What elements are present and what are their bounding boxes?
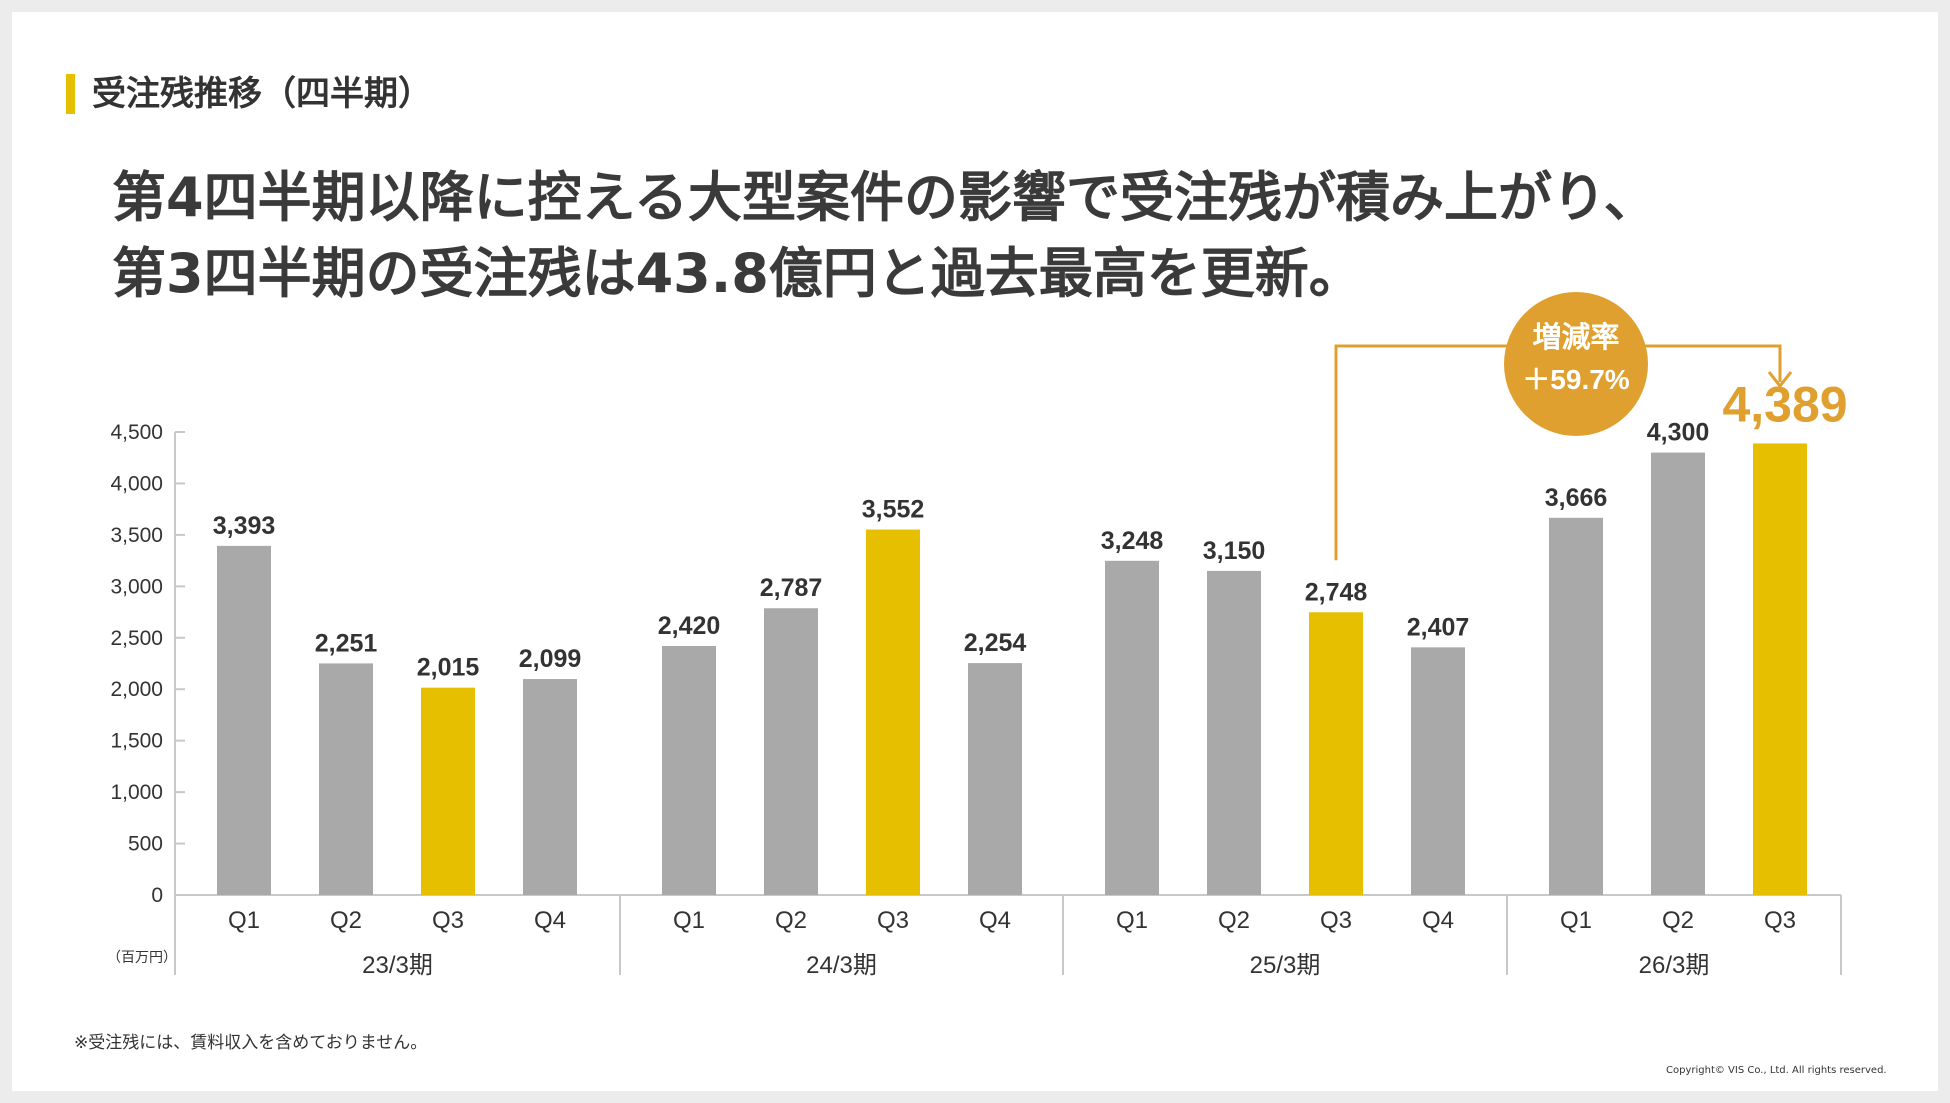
headline: 第4四半期以降に控える大型案件の影響で受注残が積み上がり、 第3四半期の受注残は… <box>112 160 1658 312</box>
bar-26/3期-Q3 <box>1753 443 1807 895</box>
x-tick-label: Q3 <box>432 907 464 934</box>
data-label: 2,420 <box>658 612 721 640</box>
bar-24/3期-Q1 <box>662 646 716 895</box>
unit-label: （百万円） <box>107 949 177 965</box>
growth-rate-title: 増減率 <box>1532 320 1619 354</box>
data-label: 2,748 <box>1305 578 1368 606</box>
growth-rate-value: ＋59.7% <box>1522 364 1629 395</box>
section-accent-bar <box>66 74 75 114</box>
slide: 受注残推移（四半期） 第4四半期以降に控える大型案件の影響で受注残が積み上がり、… <box>12 12 1938 1091</box>
x-tick-label: Q2 <box>775 907 807 934</box>
copyright: Copyright© VIS Co., Ltd. All rights rese… <box>1666 1065 1887 1076</box>
order-backlog-chart: 0 500 1,000 1,500 2,000 2,500 3,000 3,500 4,000 4… <box>107 292 1848 979</box>
section-title: 受注残推移（四半期） <box>92 74 432 114</box>
data-label: 3,666 <box>1545 484 1608 512</box>
data-label: 3,248 <box>1101 527 1164 555</box>
group-label: 26/3期 <box>1639 952 1710 979</box>
y-tick-label: 4,000 <box>110 472 163 495</box>
x-tick-label: Q2 <box>1662 907 1694 934</box>
bar-26/3期-Q2 <box>1651 452 1705 895</box>
group-label: 24/3期 <box>806 952 877 979</box>
x-tick-label: Q1 <box>1116 907 1148 934</box>
data-label: 3,552 <box>862 496 925 524</box>
x-tick-label: Q1 <box>1560 907 1592 934</box>
data-label: 4,300 <box>1647 419 1710 447</box>
y-tick-label: 0 <box>151 884 163 907</box>
bar-23/3期-Q1 <box>217 545 271 895</box>
x-tick-label: Q1 <box>228 907 260 934</box>
y-tick-label: 1,000 <box>110 781 163 804</box>
bar-24/3期-Q2 <box>764 608 818 895</box>
data-label: 2,099 <box>519 645 582 673</box>
data-label: 3,150 <box>1203 537 1266 565</box>
bar-25/3期-Q4 <box>1411 647 1465 895</box>
x-tick-label: Q4 <box>1422 907 1454 934</box>
bar-23/3期-Q4 <box>523 679 577 895</box>
growth-rate-circle <box>1504 292 1648 436</box>
headline-line-1: 第4四半期以降に控える大型案件の影響で受注残が積み上がり、 <box>112 166 1658 229</box>
x-tick-label: Q4 <box>534 907 566 934</box>
headline-line-2: 第3四半期の受注残は43.8億円と過去最高を更新。 <box>112 242 1363 305</box>
y-tick-label: 4,500 <box>110 421 163 444</box>
y-tick-label: 2,500 <box>110 627 163 650</box>
y-tick-label: 2,000 <box>110 678 163 701</box>
x-tick-label: Q3 <box>877 907 909 934</box>
y-tick-label: 500 <box>128 833 163 856</box>
x-tick-label: Q4 <box>979 907 1011 934</box>
footnote: ※受注残には、賃料収入を含めておりません。 <box>74 1033 428 1053</box>
group-label: 23/3期 <box>362 952 433 979</box>
x-tick-label: Q1 <box>673 907 705 934</box>
y-tick-label: 3,500 <box>110 524 163 547</box>
x-tick-label: Q2 <box>1218 907 1250 934</box>
y-tick-label: 3,000 <box>110 575 163 598</box>
growth-arrowhead <box>1767 371 1793 389</box>
group-label: 25/3期 <box>1250 952 1321 979</box>
bar-26/3期-Q1 <box>1549 517 1603 895</box>
bar-23/3期-Q2 <box>319 663 373 895</box>
x-tick-label: Q3 <box>1320 907 1352 934</box>
data-label: 2,254 <box>964 629 1027 657</box>
data-label: 2,251 <box>315 629 378 657</box>
x-tick-label: Q2 <box>330 907 362 934</box>
data-label-emphasis: 4,389 <box>1722 376 1847 432</box>
bar-25/3期-Q3 <box>1309 612 1363 895</box>
x-tick-label: Q3 <box>1764 907 1796 934</box>
bar-23/3期-Q3 <box>421 687 475 895</box>
bar-25/3期-Q1 <box>1105 560 1159 895</box>
y-tick-label: 1,500 <box>110 730 163 753</box>
data-label: 2,015 <box>417 654 480 682</box>
bar-24/3期-Q4 <box>968 663 1022 895</box>
data-label: 2,787 <box>760 574 823 602</box>
bar-24/3期-Q3 <box>866 529 920 895</box>
data-label: 3,393 <box>213 512 276 540</box>
bar-25/3期-Q2 <box>1207 570 1261 895</box>
data-label: 2,407 <box>1407 613 1470 641</box>
